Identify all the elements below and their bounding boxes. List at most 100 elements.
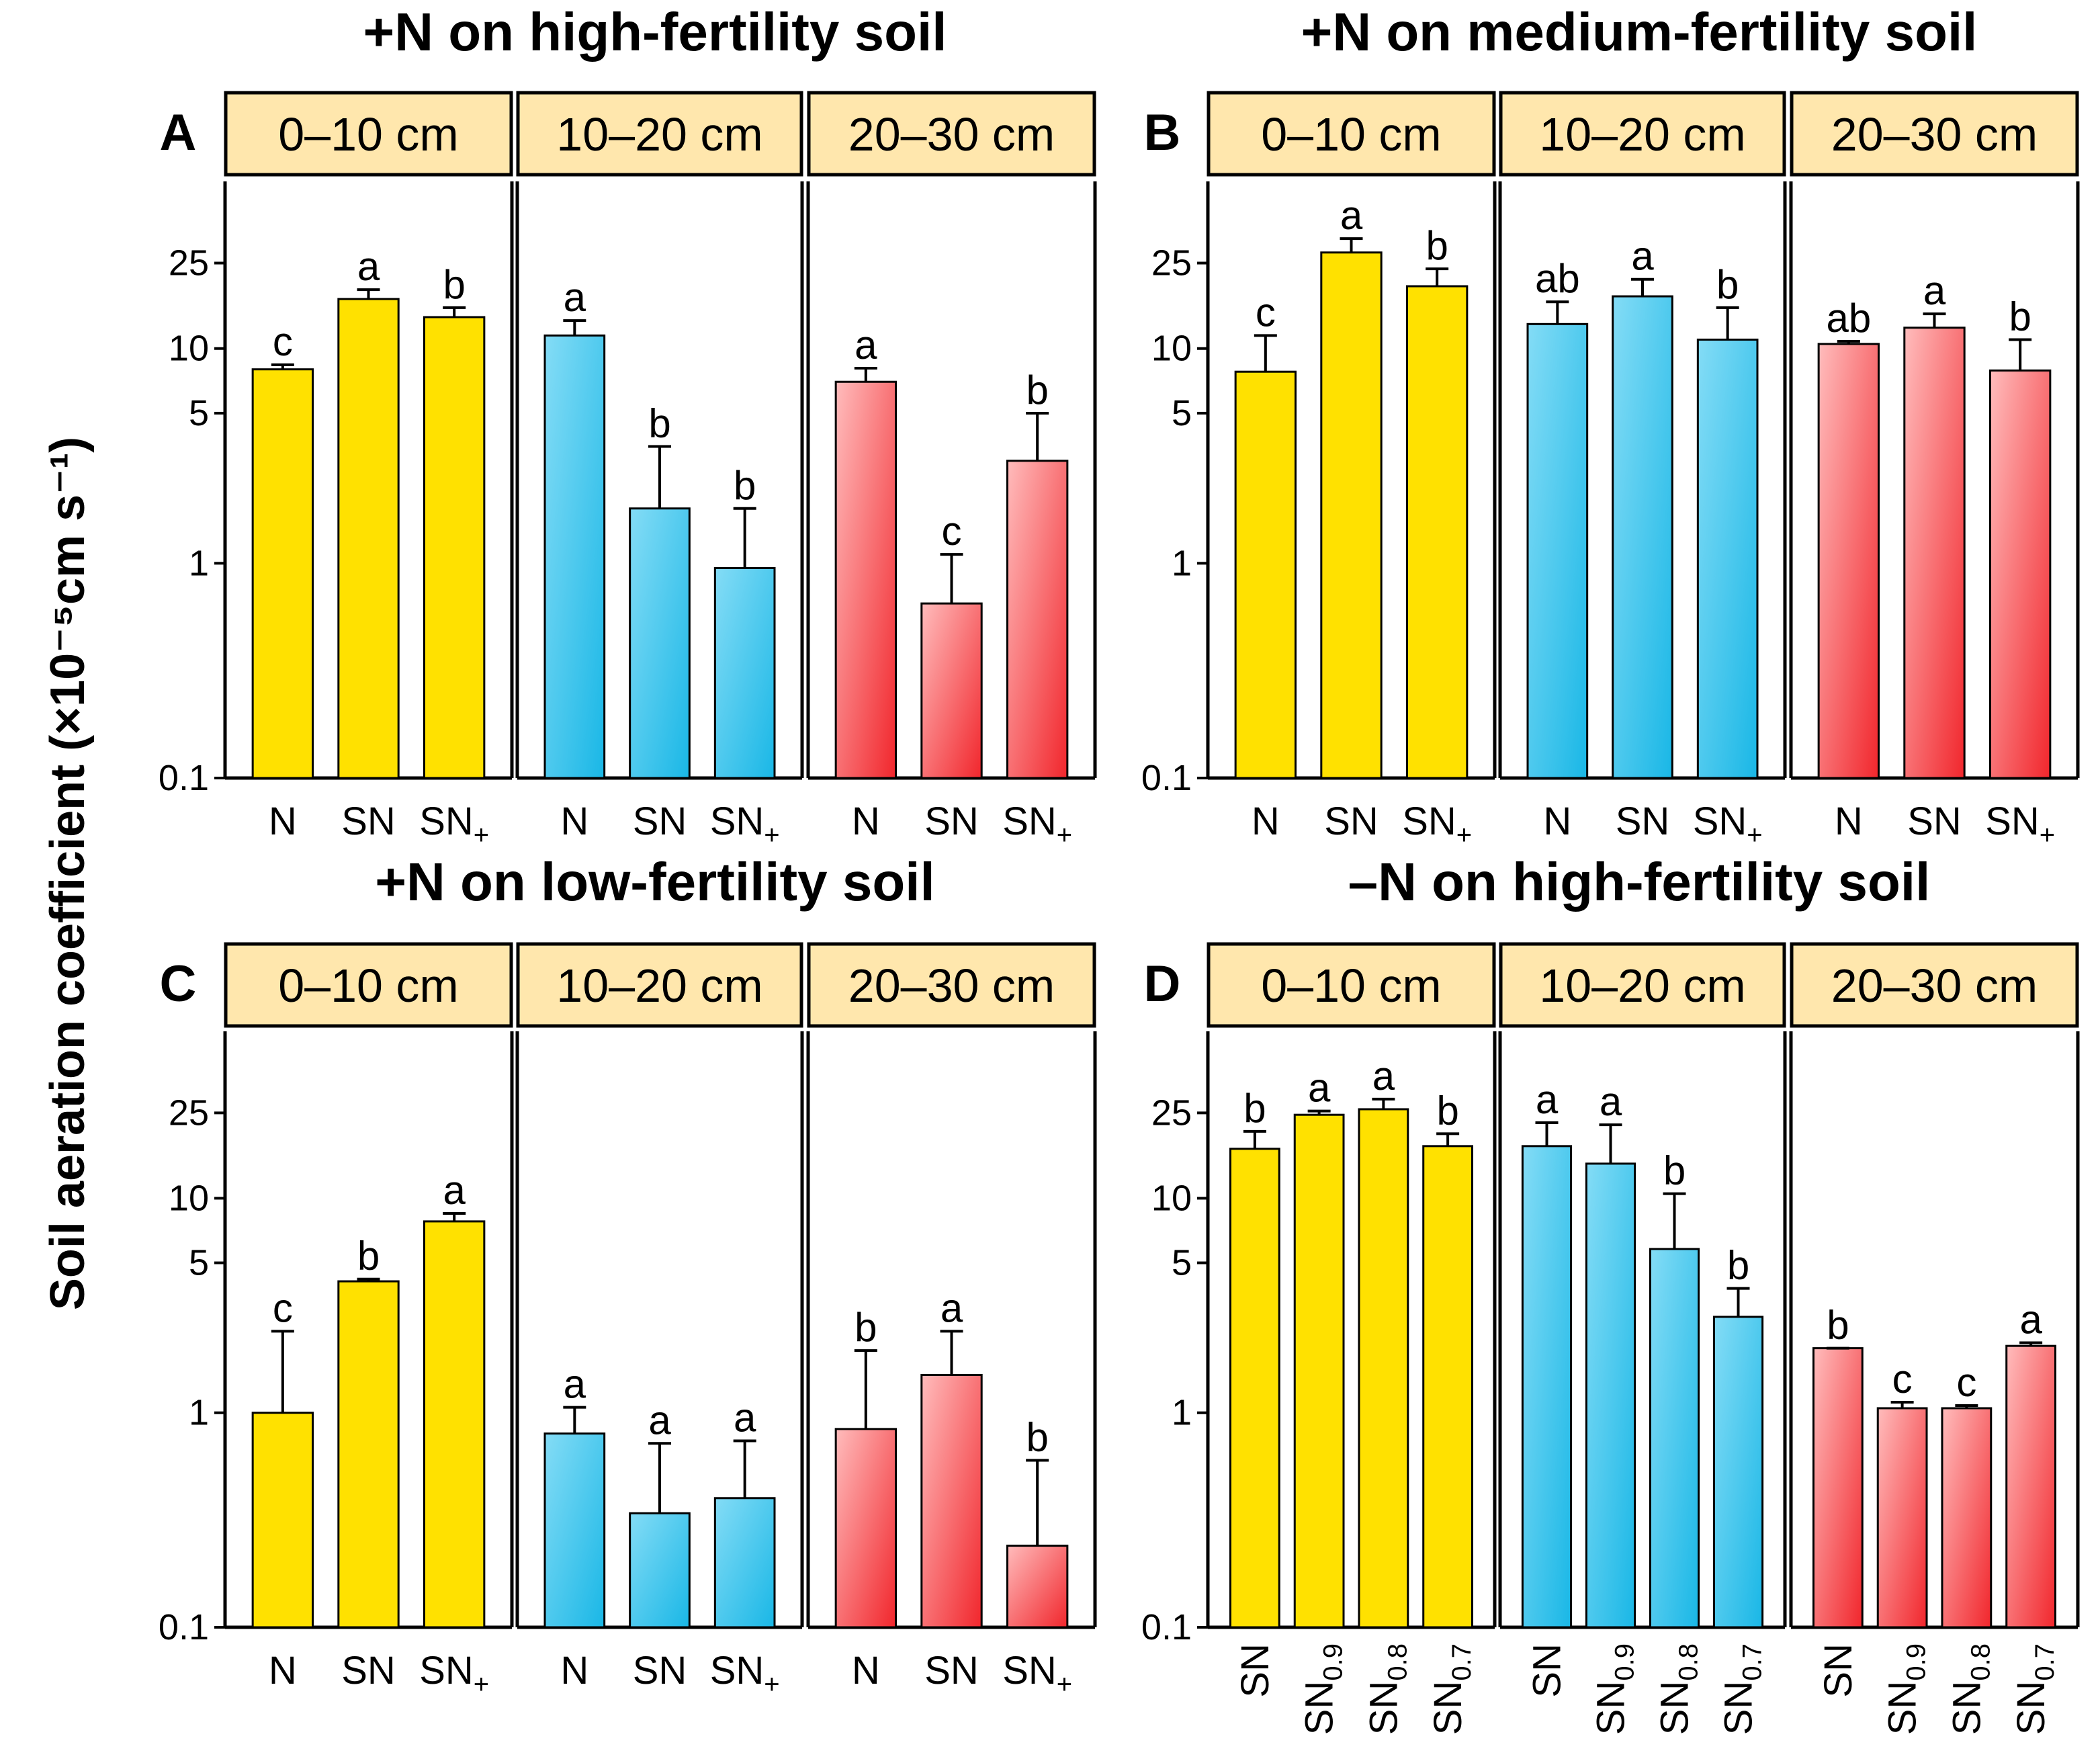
facet-strip	[224, 91, 513, 177]
x-category-label: SN0.9	[1881, 1643, 1931, 1735]
significance-letter: a	[1600, 1079, 1622, 1124]
y-tick-label: 10	[1151, 329, 1192, 369]
panel-B: +N on medium-fertility soil B 0.1 1 5 10 25 0–1…	[1141, 2, 2080, 850]
bar	[1817, 343, 1880, 779]
significance-letter: a	[1631, 234, 1654, 279]
y-tick-label: 5	[189, 393, 209, 433]
bar	[1320, 251, 1383, 779]
bar	[1612, 295, 1673, 779]
significance-letter: c	[1892, 1357, 1913, 1402]
x-category-label: SN	[1526, 1643, 1569, 1698]
x-category-label: SN	[1817, 1643, 1860, 1698]
facet-strip-label: 10–20 cm	[556, 959, 762, 1012]
panel-label: A	[160, 104, 197, 161]
panel-A: +N on high-fertility soil A 0.1 1 5 10 25 0–10 …	[159, 2, 1097, 850]
bar	[1405, 285, 1469, 779]
x-category-label: SN	[341, 800, 396, 843]
x-category-label: SN+	[710, 800, 780, 850]
significance-letter: b	[357, 1234, 380, 1279]
facet-strip	[1207, 942, 1496, 1028]
x-category-label: SN+	[1693, 800, 1763, 850]
x-category-label: SN+	[1402, 800, 1472, 850]
facet-2: 10–20 cm a Nb SN b SN+	[515, 91, 804, 850]
y-tick-label: 10	[169, 1178, 209, 1218]
x-category-label: SN+	[1002, 1649, 1072, 1699]
bar	[337, 298, 400, 779]
bar	[1229, 1148, 1280, 1629]
significance-letter: a	[734, 1395, 756, 1440]
x-category-label: SN	[924, 800, 979, 843]
y-axis-label: Soil aeration coefficient (×10⁻⁵cm s⁻¹)	[41, 437, 95, 1310]
significance-letter: c	[1256, 290, 1276, 335]
y-tick-label: 1	[189, 1393, 209, 1433]
x-category-label: SN+	[1002, 800, 1072, 850]
bar	[1988, 369, 2052, 779]
facet-2: 10–20 cm a SN a SN0.9 b SN0.8 b SN0.7	[1498, 942, 1787, 1735]
bar	[1422, 1145, 1474, 1629]
x-category-label: N	[852, 800, 880, 843]
significance-letter: b	[1827, 1303, 1849, 1348]
significance-letter: b	[1026, 368, 1048, 413]
facet-strip-label: 20–30 cm	[1831, 108, 2038, 161]
bar	[713, 566, 776, 779]
x-category-label: SN+	[1985, 800, 2055, 850]
facet-strip	[1790, 942, 2079, 1028]
y-tick-label: 1	[189, 543, 209, 583]
facet-strip-label: 0–10 cm	[1261, 108, 1441, 161]
panel-C: +N on low-fertility soil C 0.1 1 5 10 25 0–10 c…	[159, 852, 1097, 1699]
bar	[251, 368, 314, 779]
facet-strip-label: 20–30 cm	[848, 959, 1055, 1012]
bar	[1006, 1545, 1069, 1629]
bar	[423, 1220, 486, 1629]
facet-strip	[516, 942, 803, 1028]
significance-letter: a	[443, 1168, 466, 1213]
bar	[1876, 1407, 1928, 1629]
x-category-label: SN	[633, 800, 687, 843]
y-tick-label: 5	[189, 1243, 209, 1283]
x-category-label: SN0.8	[1945, 1643, 1995, 1735]
bar	[1521, 1145, 1573, 1629]
facet-3: 20–30 cm ab Na SN b SN+	[1789, 91, 2080, 850]
facet-3: 20–30 cm b Na SN b SN+	[806, 942, 1097, 1699]
x-category-label: N	[269, 800, 297, 843]
y-tick-label: 5	[1172, 393, 1192, 433]
bar	[834, 380, 898, 779]
x-category-label: SN+	[710, 1649, 780, 1699]
y-tick-label: 1	[1172, 1393, 1192, 1433]
x-category-label: SN	[633, 1649, 687, 1692]
x-category-label: N	[1252, 800, 1280, 843]
bar	[1903, 327, 1966, 779]
y-tick-label: 10	[1151, 1178, 1192, 1218]
y-tick-label: 0.1	[1141, 1607, 1192, 1647]
bar	[1712, 1316, 1764, 1629]
bar	[834, 1428, 898, 1629]
facet-1: 0–10 cm b SN a SN0.9 a SN0.8 b SN0.7	[1206, 942, 1497, 1735]
facet-3: 20–30 cm b SN c SN0.9 c SN0.8 a SN0.7	[1789, 942, 2080, 1735]
significance-letter: b	[1426, 223, 1448, 268]
significance-letter: a	[940, 1285, 963, 1330]
x-category-label: SN0.9	[1298, 1643, 1348, 1735]
facet-strip-label: 0–10 cm	[278, 108, 458, 161]
bar	[543, 1432, 606, 1629]
bar	[920, 602, 983, 779]
x-category-label: SN	[924, 1649, 979, 1692]
x-category-label: SN0.7	[1426, 1643, 1477, 1735]
facet-1: 0–10 cm c Nb SN a SN+	[223, 942, 514, 1699]
facet-strip-label: 0–10 cm	[278, 959, 458, 1012]
bar	[1696, 338, 1759, 779]
bar	[543, 334, 606, 779]
panel-label: B	[1144, 104, 1181, 161]
significance-letter: ab	[1826, 296, 1871, 341]
significance-letter: c	[273, 1285, 293, 1330]
significance-letter: c	[273, 319, 293, 364]
x-category-label: SN+	[419, 800, 489, 850]
y-tick-label: 25	[1151, 1092, 1192, 1133]
bar	[1358, 1108, 1409, 1629]
significance-letter: ab	[1535, 256, 1580, 301]
bar	[629, 507, 691, 779]
significance-letter: a	[1308, 1066, 1331, 1111]
bar	[920, 1374, 983, 1629]
significance-letter: b	[1026, 1415, 1048, 1460]
significance-letter: b	[1663, 1148, 1686, 1193]
